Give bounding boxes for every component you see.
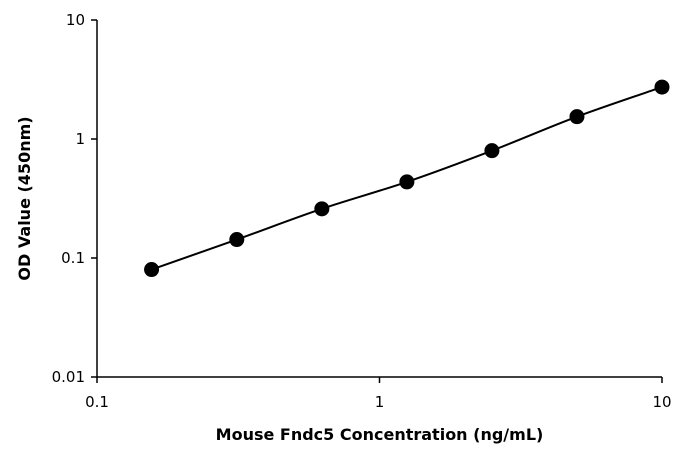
y-axis-ticks: 0.01 0.1 1 10	[52, 11, 97, 386]
data-point	[484, 143, 500, 159]
y-axis-title: OD Value (450nm)	[15, 116, 34, 280]
y-tick-label: 10	[66, 11, 85, 29]
axes	[96, 20, 662, 378]
data-point	[399, 174, 415, 190]
data-point	[229, 232, 245, 248]
y-tick-label: 0.1	[61, 249, 85, 267]
x-tick-label: 0.1	[85, 393, 109, 411]
series-layer	[144, 79, 670, 278]
data-point	[144, 262, 160, 278]
data-point	[569, 109, 585, 125]
x-tick-label: 10	[652, 393, 671, 411]
x-axis-title: Mouse Fndc5 Concentration (ng/mL)	[216, 425, 544, 444]
x-axis-ticks: 0.1 1 10	[85, 377, 672, 411]
x-tick-label: 1	[375, 393, 385, 411]
y-tick-label: 1	[75, 130, 85, 148]
data-point	[654, 79, 670, 95]
data-point	[314, 201, 330, 217]
y-tick-label: 0.01	[52, 368, 85, 386]
